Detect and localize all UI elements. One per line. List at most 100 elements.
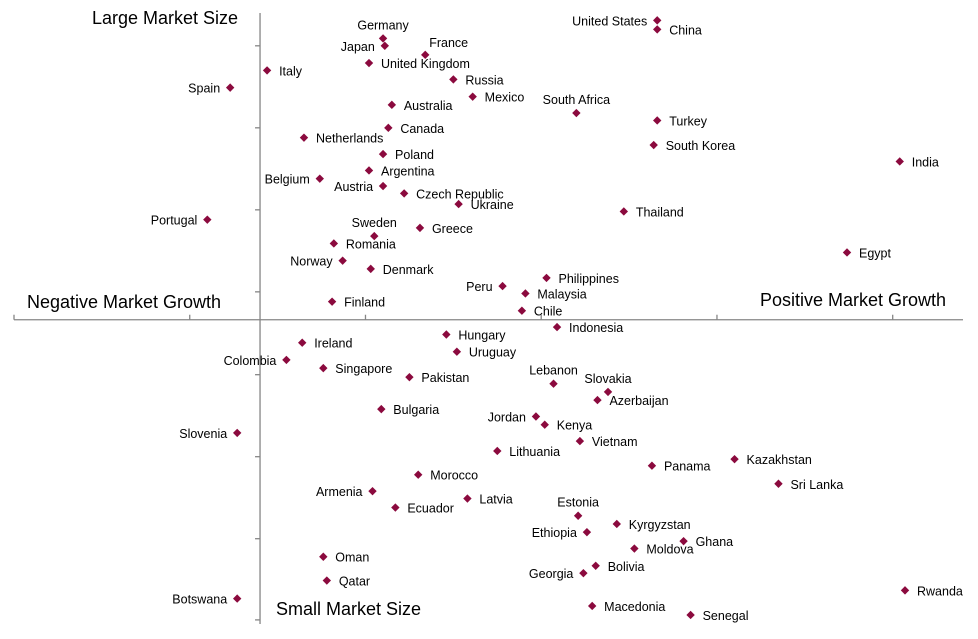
point-marker [225, 83, 235, 92]
point-marker [370, 231, 379, 241]
point-marker [315, 174, 324, 183]
point-label: Romania [346, 237, 396, 251]
point-marker [895, 157, 904, 166]
point-marker [552, 322, 562, 332]
point-marker [377, 404, 386, 414]
point-label: Hungary [458, 328, 506, 342]
point-label: Poland [395, 148, 434, 162]
point-label: Mexico [485, 91, 525, 105]
point-label: Ukraine [471, 198, 514, 212]
point-marker [282, 355, 291, 365]
point-label: Ghana [696, 535, 734, 549]
point-marker [582, 527, 592, 537]
point-marker [319, 552, 328, 561]
data-point: France [421, 36, 468, 60]
point-label: Ecuador [407, 502, 454, 516]
point-label: Azerbaijan [609, 394, 668, 408]
data-point: United States [572, 14, 662, 28]
data-point: Russia [449, 73, 504, 87]
point-marker [900, 586, 910, 595]
point-marker [579, 568, 588, 578]
point-marker [679, 536, 688, 546]
data-point: Malaysia [521, 287, 587, 301]
point-marker [630, 544, 639, 553]
data-point: Ukraine [454, 198, 514, 212]
point-marker [299, 133, 309, 142]
point-marker [593, 395, 602, 405]
point-label: Argentina [381, 164, 435, 178]
point-marker [391, 503, 400, 512]
data-point: Latvia [463, 493, 513, 507]
data-point: Spain [188, 82, 235, 96]
point-marker [498, 281, 507, 291]
point-marker [405, 372, 414, 382]
point-marker [338, 256, 347, 265]
point-label: Senegal [703, 609, 749, 623]
data-point: Mexico [468, 91, 524, 105]
point-marker [653, 25, 662, 34]
point-marker [380, 41, 390, 51]
data-point: Georgia [529, 567, 588, 581]
point-label: Vietnam [592, 435, 638, 449]
point-label: Estonia [557, 496, 599, 510]
point-label: United Kingdom [381, 57, 470, 71]
data-point: Peru [466, 280, 507, 294]
point-label: Indonesia [569, 321, 623, 335]
data-point: South Korea [649, 139, 735, 153]
data-point: Indonesia [552, 321, 623, 335]
data-point: Singapore [319, 362, 392, 376]
point-marker [322, 576, 332, 585]
data-point: Azerbaijan [593, 394, 669, 408]
point-label: Botswana [172, 593, 227, 607]
data-point: Norway [290, 255, 347, 269]
point-marker [647, 461, 657, 470]
point-label: Oman [335, 551, 369, 565]
point-label: Canada [400, 122, 444, 136]
point-marker [387, 100, 397, 110]
point-label: Armenia [316, 485, 363, 499]
point-marker [415, 223, 425, 233]
point-label: Ethiopia [532, 526, 577, 540]
point-label: Qatar [339, 575, 370, 589]
point-label: India [912, 155, 939, 169]
point-marker [449, 75, 458, 84]
point-label: Philippines [558, 272, 618, 286]
data-point: Moldova [630, 543, 694, 557]
point-label: Pakistan [421, 371, 469, 385]
point-marker [575, 436, 585, 446]
data-point: Kenya [540, 419, 592, 433]
data-point: Turkey [653, 114, 708, 128]
point-label: Panama [664, 460, 711, 474]
data-point: Ghana [679, 535, 733, 549]
point-label: Netherlands [316, 132, 383, 146]
point-label: Greece [432, 222, 473, 236]
data-point: Kyrgyzstan [612, 518, 691, 532]
point-label: Singapore [335, 362, 392, 376]
point-marker [730, 454, 739, 464]
point-label: Moldova [646, 543, 693, 557]
point-marker [591, 561, 600, 570]
data-point: Philippines [542, 272, 619, 286]
point-marker [454, 199, 463, 209]
data-point: Bolivia [591, 560, 645, 574]
quadrant-label-left: Negative Market Growth [27, 292, 221, 312]
quadrant-label-bottom: Small Market Size [276, 599, 421, 619]
point-label: Kazakhstan [747, 453, 812, 467]
point-label: Malaysia [537, 287, 586, 301]
point-marker [232, 594, 242, 603]
data-point: Oman [319, 551, 369, 565]
point-marker [540, 420, 549, 429]
point-label: Egypt [859, 246, 891, 260]
data-point: Slovakia [584, 372, 632, 397]
data-point: Colombia [224, 354, 291, 368]
axes [13, 13, 963, 624]
point-label: Rwanda [917, 584, 963, 598]
point-marker [378, 149, 388, 159]
point-marker [327, 297, 337, 306]
data-point: Finland [327, 296, 385, 310]
point-marker [619, 207, 629, 216]
point-marker [452, 347, 462, 356]
point-label: Bulgaria [393, 403, 439, 417]
point-marker [653, 116, 662, 125]
